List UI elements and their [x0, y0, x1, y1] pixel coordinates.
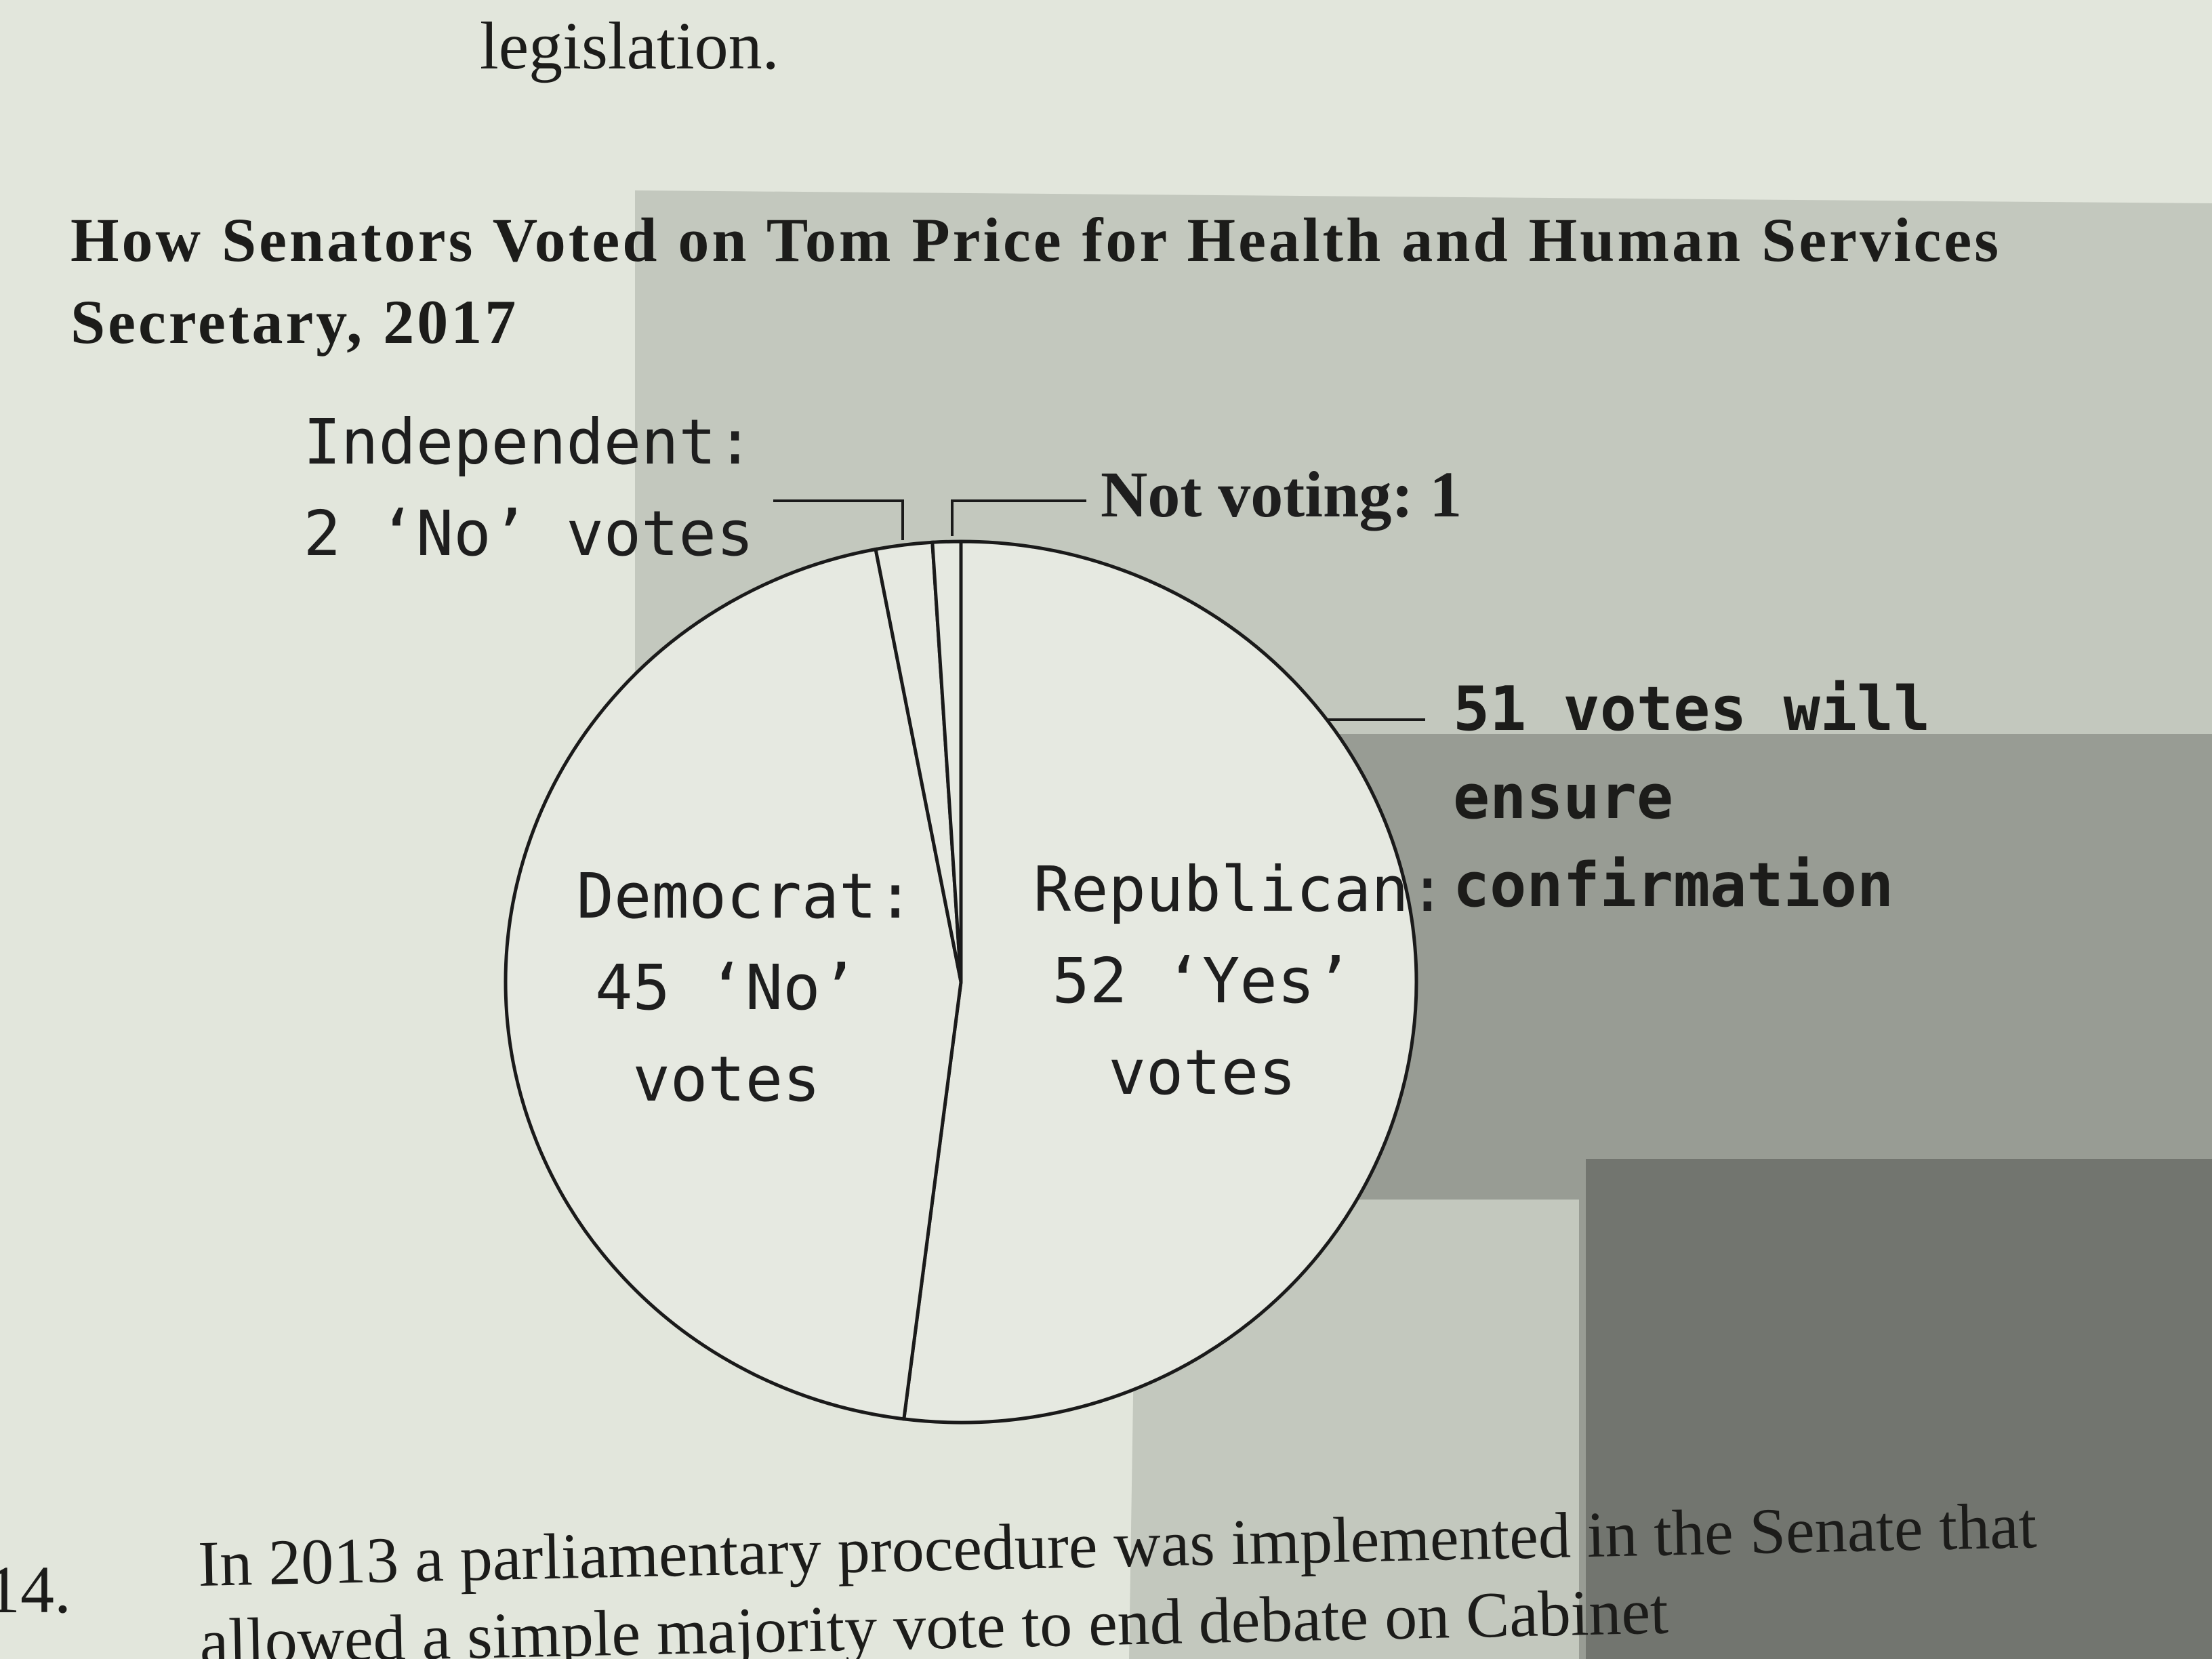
slice-label: Not voting: 1: [1101, 449, 1462, 540]
value-label: 2 ‘No’ votes: [303, 497, 754, 570]
value-label: 1: [1429, 458, 1462, 531]
slice-label: Republican: 52 ‘Yes’ votes: [1033, 844, 1447, 1118]
chart-title: How Senators Voted on Tom Price for Heal…: [70, 205, 2002, 356]
annotation: 51 votes will ensure confirmation: [1453, 674, 1931, 921]
value-label: 45 ‘No’ votes: [595, 951, 858, 1115]
value-label: 52 ‘Yes’ votes: [1052, 945, 1353, 1109]
question-number: 14.: [0, 1552, 71, 1627]
category-label: Republican:: [1033, 853, 1447, 926]
slice-label: Independent: 2 ‘No’ votes: [285, 396, 773, 579]
pie-slice: [930, 539, 963, 983]
category-label: Independent:: [303, 406, 754, 478]
body-text: legislation.: [480, 8, 779, 83]
slice-label: Democrat: 45 ‘No’ votes: [576, 851, 914, 1125]
category-label: Democrat:: [576, 860, 914, 933]
category-label: Not voting:: [1101, 458, 1414, 531]
pie-slice: [901, 539, 1418, 1425]
leader-line: [773, 499, 904, 540]
pie-slice: [504, 547, 963, 1421]
leader-line: [951, 499, 1086, 536]
